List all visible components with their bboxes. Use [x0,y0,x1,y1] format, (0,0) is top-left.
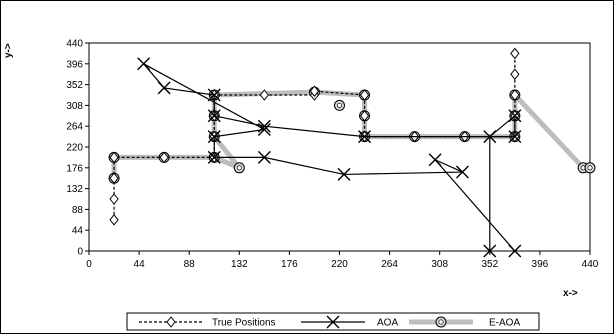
axes [85,42,591,255]
data-point [109,213,119,226]
data-point [358,130,372,144]
y-tick-label: 352 [66,80,83,91]
data-point [483,130,497,144]
legend-marker [326,315,340,329]
data-point [510,47,520,60]
x-tick-label: 308 [431,259,448,270]
data-point [207,130,221,144]
y-tick-label: 132 [66,184,83,195]
series-aoa [137,57,522,258]
x-axis-label: x-> [563,288,578,299]
legend-label: E-AOA [489,318,520,329]
x-tick-label: 176 [281,259,298,270]
e-aoa-marker-inner [438,319,444,325]
legend-item: AOA [301,315,398,329]
x-tick-label: 264 [381,259,398,270]
y-tick-label: 440 [66,39,83,50]
y-tick-label: 0 [77,247,83,258]
legend-marker [435,316,447,328]
legend-marker [166,316,176,328]
data-point [455,165,469,179]
data-point [257,123,271,137]
data-point [207,88,221,102]
y-tick-label: 396 [66,59,83,70]
tick-labels: 0 44 88 132 176 220 264 308 352 396 440 0 44 88 132 176… [66,39,598,271]
legend-label: True Positions [212,318,276,329]
data-point [483,244,497,258]
legend: True Positions AOA E-AOA [126,312,540,331]
legend-item: E-AOA [409,316,520,329]
data-point [584,162,596,174]
data-point [510,89,520,101]
data-point [159,151,169,164]
series-layer [108,47,596,258]
legend-item: True Positions [139,316,276,329]
data-point [359,109,370,122]
y-tick-label: 264 [66,122,83,133]
data-point [109,193,119,205]
data-point [109,172,119,185]
data-point [337,167,351,181]
x-tick-label: 352 [481,259,498,270]
x-tick-label: 396 [532,259,549,270]
data-point [259,89,269,101]
x-tick-label: 44 [134,259,146,270]
x-tick-label: 88 [184,259,196,270]
data-point [157,81,171,95]
x-tick-label: 220 [331,259,348,270]
x-tick-label: 132 [231,259,248,270]
y-tick-label: 220 [66,143,83,154]
y-axis-label: y-> [3,43,14,58]
x-tick-label: 0 [86,259,92,270]
data-point [508,130,522,144]
y-tick-label: 308 [66,101,83,112]
e-aoa-marker-inner [336,102,343,108]
x-tick-label: 440 [582,259,599,270]
data-point [257,150,271,164]
data-point [257,119,271,133]
data-point [109,151,119,164]
y-tick-label: 176 [66,163,83,174]
data-point [508,244,522,258]
y-tick-label: 44 [72,226,84,237]
data-point [510,68,520,81]
e-aoa-marker-inner [587,165,593,171]
data-point [428,153,442,167]
data-point [233,162,245,174]
y-tick-label: 88 [72,205,84,216]
data-point [508,109,522,123]
data-point [137,57,151,71]
data-point [309,85,320,98]
data-point [207,150,221,164]
legend-label: AOA [377,318,398,329]
data-point [207,109,221,123]
data-point [359,89,370,101]
series-line [143,63,516,252]
data-point [334,99,345,111]
e-aoa-marker-inner [236,165,242,171]
